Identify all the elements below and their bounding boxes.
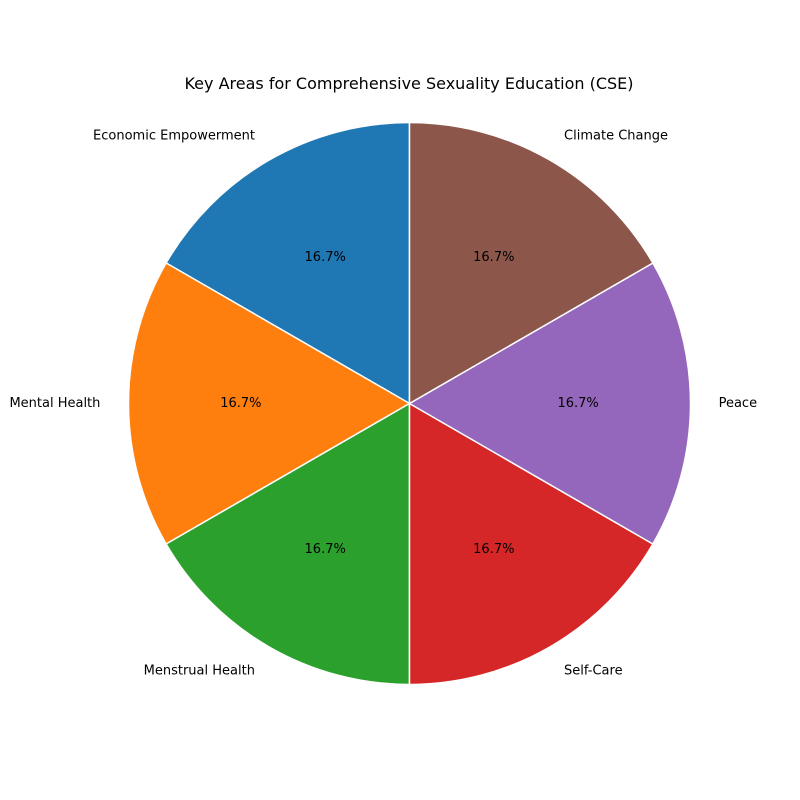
slice-label-menstrual-health: Menstrual Health	[144, 664, 255, 679]
pie-category-labels: Economic Empowerment Mental Health Menstru…	[9, 128, 757, 678]
slice-percent-self-care: 16.7%	[473, 542, 514, 557]
pie-slice-self-care	[408, 402, 654, 686]
slice-percent-peace: 16.7%	[557, 396, 598, 411]
pie-slice-climate-change	[408, 121, 654, 405]
slice-percent-menstrual-health: 16.7%	[305, 542, 346, 557]
slice-percent-climate-change: 16.7%	[473, 250, 514, 265]
slice-label-peace: Peace	[719, 396, 758, 411]
pie-slice-mental-health	[127, 262, 411, 545]
pie-slice-economic-empowerment	[165, 121, 411, 405]
pie-percent-labels: 16.7% 16.7% 16.7% 16.7% 16.7% 16.7%	[220, 250, 599, 557]
pie-slice-menstrual-health	[165, 402, 411, 686]
pie-slices	[127, 121, 692, 686]
slice-label-mental-health: Mental Health	[9, 396, 100, 411]
slice-label-economic-empowerment: Economic Empowerment	[93, 128, 255, 143]
slice-label-self-care: Self-Care	[564, 664, 623, 679]
chart-title: Key Areas for Comprehensive Sexuality Ed…	[184, 74, 633, 93]
slice-percent-economic-empowerment: 16.7%	[305, 250, 346, 265]
pie-slice-peace	[408, 262, 692, 545]
slice-label-climate-change: Climate Change	[564, 128, 668, 143]
slice-percent-mental-health: 16.7%	[220, 396, 261, 411]
